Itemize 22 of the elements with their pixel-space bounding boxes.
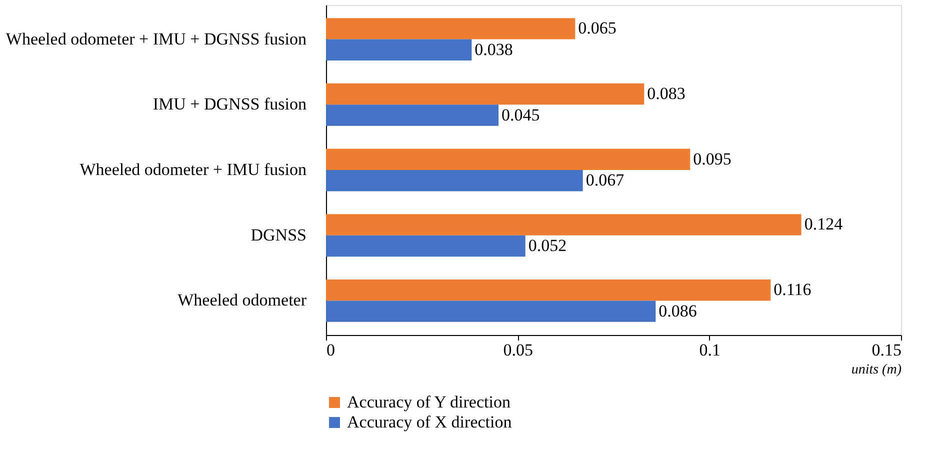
data-label: 0.045 [502,105,540,124]
y-tick-label: DGNSS [250,225,306,244]
data-label: 0.038 [474,40,513,59]
y-tick-label: IMU + DGNSS fusion [152,94,307,114]
legend-label: Accuracy of Y direction [347,392,511,412]
data-label: 0.095 [693,149,732,168]
x-tick-label: 0.15 [872,340,902,360]
y-tick-label: Wheeled odometer + IMU + DGNSS fusion [6,29,307,48]
x-axis-title: units (m) [851,362,902,378]
data-label: 0.052 [528,236,567,255]
legend-label: Accuracy of X direction [347,412,512,432]
data-label: 0.065 [578,18,616,38]
x-tick-label: 0 [326,340,335,360]
y-tick-label: Wheeled odometer [178,290,307,310]
data-label: 0.083 [647,84,686,104]
data-label: 0.067 [586,170,625,190]
data-label: 0.124 [804,214,844,234]
y-tick-label: Wheeled odometer + IMU fusion [80,160,307,179]
x-tick-label: 0.05 [503,340,534,360]
data-label: 0.116 [774,280,812,300]
x-tick-label: 0.1 [699,340,720,360]
data-label: 0.086 [658,301,697,320]
